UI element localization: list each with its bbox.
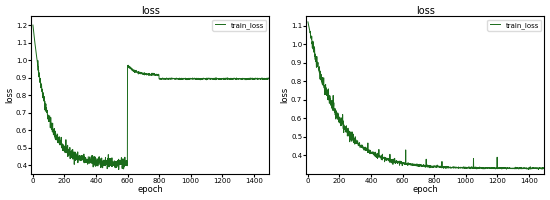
Line: train_loss: train_loss xyxy=(33,25,270,170)
Legend: train_loss: train_loss xyxy=(487,20,541,31)
train_loss xyxy=(135,73,141,75)
Line: train_loss: train_loss xyxy=(308,22,544,169)
train_loss xyxy=(535,168,542,171)
Title: loss: loss xyxy=(416,6,435,16)
Y-axis label: loss: loss xyxy=(6,87,14,103)
train_loss xyxy=(414,164,421,166)
train_loss xyxy=(405,162,411,165)
Title: loss: loss xyxy=(141,6,160,16)
train_loss xyxy=(266,77,273,80)
X-axis label: epoch: epoch xyxy=(412,185,438,194)
train_loss xyxy=(410,164,416,166)
train_loss xyxy=(139,73,146,75)
X-axis label: epoch: epoch xyxy=(138,185,163,194)
train_loss xyxy=(130,69,136,72)
train_loss xyxy=(333,118,339,120)
train_loss xyxy=(30,24,36,26)
train_loss xyxy=(164,77,171,80)
train_loss xyxy=(305,21,311,23)
train_loss xyxy=(58,139,64,141)
Y-axis label: loss: loss xyxy=(280,87,289,103)
train_loss xyxy=(323,87,329,89)
train_loss xyxy=(48,124,54,127)
train_loss xyxy=(541,168,548,170)
Legend: train_loss: train_loss xyxy=(212,20,266,31)
train_loss xyxy=(116,168,122,171)
train_loss xyxy=(439,166,446,168)
